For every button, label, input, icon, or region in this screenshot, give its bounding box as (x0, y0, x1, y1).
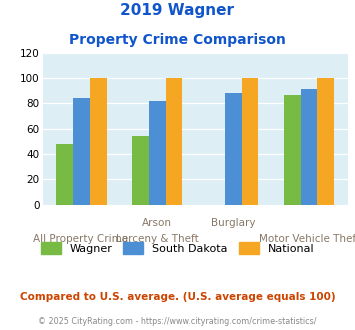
Text: © 2025 CityRating.com - https://www.cityrating.com/crime-statistics/: © 2025 CityRating.com - https://www.city… (38, 317, 317, 326)
Legend: Wagner, South Dakota, National: Wagner, South Dakota, National (36, 238, 319, 258)
Bar (149, 101, 166, 205)
Text: Property Crime Comparison: Property Crime Comparison (69, 33, 286, 47)
Text: Compared to U.S. average. (U.S. average equals 100): Compared to U.S. average. (U.S. average … (20, 292, 335, 302)
Bar (166, 78, 182, 205)
Bar (317, 78, 334, 205)
Text: Arson: Arson (142, 218, 172, 228)
Bar (132, 136, 149, 205)
Bar (284, 94, 301, 205)
Text: Larceny & Theft: Larceny & Theft (116, 234, 198, 244)
Text: Burglary: Burglary (211, 218, 256, 228)
Text: Motor Vehicle Theft: Motor Vehicle Theft (259, 234, 355, 244)
Text: 2019 Wagner: 2019 Wagner (120, 3, 235, 18)
Bar (73, 98, 90, 205)
Bar (301, 89, 317, 205)
Bar (56, 144, 73, 205)
Text: All Property Crime: All Property Crime (33, 234, 128, 244)
Bar (241, 78, 258, 205)
Bar (225, 93, 241, 205)
Bar (90, 78, 106, 205)
